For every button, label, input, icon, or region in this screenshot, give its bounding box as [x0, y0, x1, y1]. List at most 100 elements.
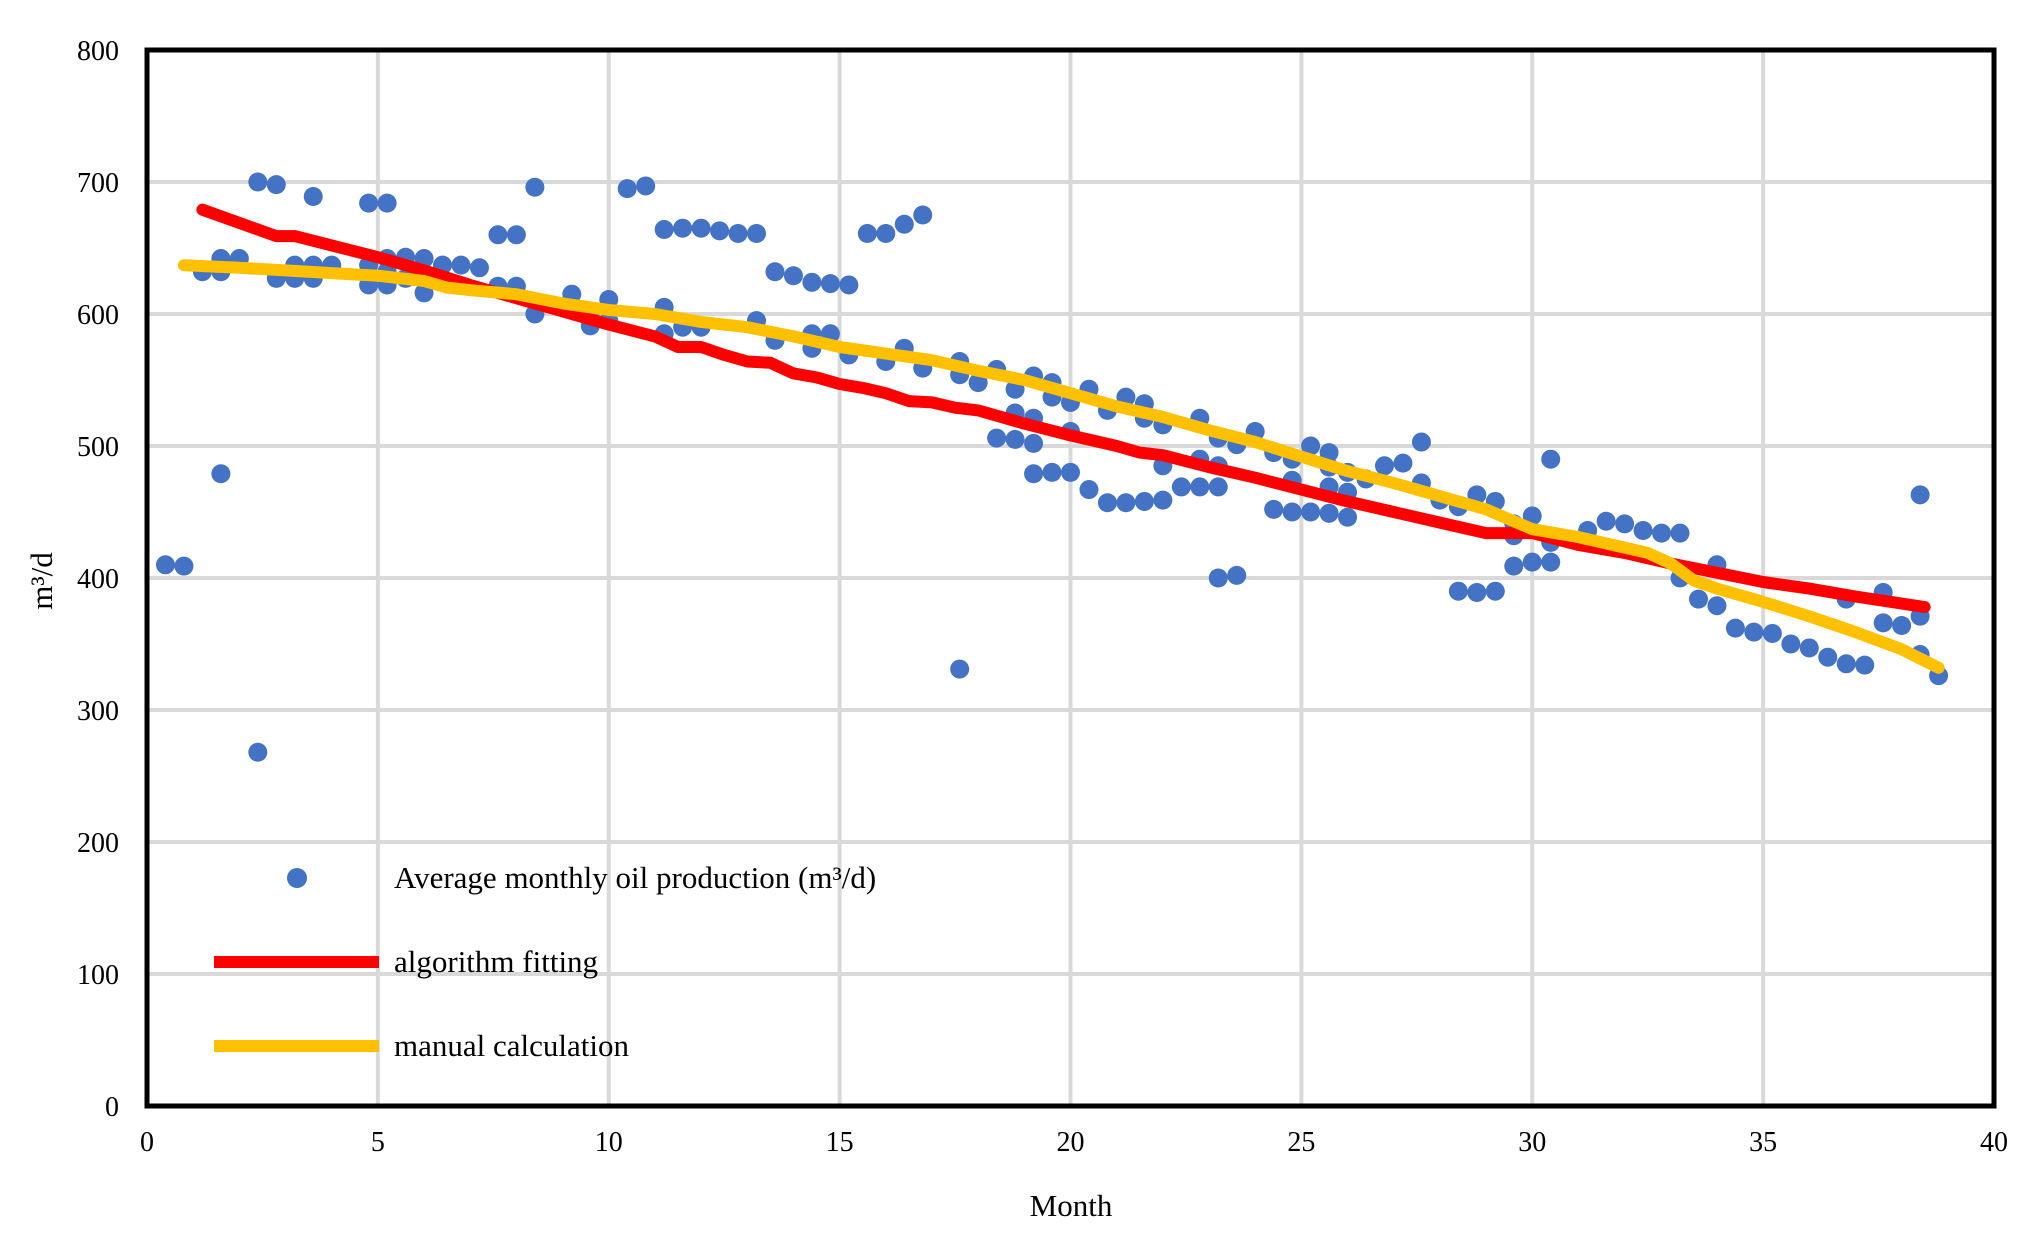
x-tick-label: 25 [1287, 1127, 1315, 1158]
legend-label-manual: manual calculation [394, 1028, 629, 1063]
data-point [1652, 523, 1672, 543]
data-point [1910, 485, 1930, 505]
data-point [950, 659, 970, 679]
data-point [1504, 556, 1524, 576]
data-point [1892, 616, 1912, 636]
x-tick-label: 5 [371, 1127, 385, 1158]
data-point [857, 223, 877, 243]
data-point [1301, 436, 1321, 456]
data-point [654, 220, 674, 240]
y-tick-label: 700 [77, 168, 119, 199]
data-point [728, 223, 748, 243]
data-point [1873, 613, 1893, 633]
data-point [377, 193, 397, 213]
y-tick-label: 600 [77, 300, 119, 331]
data-point [1688, 589, 1708, 609]
y-tick-label: 100 [77, 960, 119, 991]
data-point [1670, 523, 1690, 543]
data-point [820, 274, 840, 294]
data-point [1079, 480, 1099, 500]
data-point [987, 428, 1007, 448]
data-point [1190, 477, 1210, 497]
y-tick-label: 800 [77, 36, 119, 67]
x-tick-label: 35 [1749, 1127, 1777, 1158]
y-tick-label: 0 [105, 1092, 119, 1123]
data-point [1485, 581, 1505, 601]
data-point [525, 177, 545, 197]
data-point [783, 266, 803, 286]
series-layer [155, 172, 1949, 762]
data-point [673, 218, 693, 238]
data-point [303, 187, 323, 207]
data-point [451, 255, 471, 275]
data-point [1836, 654, 1856, 674]
data-point [1264, 499, 1284, 519]
data-point [894, 214, 914, 234]
data-point [1633, 520, 1653, 540]
data-point [1541, 449, 1561, 469]
data-point [617, 179, 637, 199]
data-point [1061, 462, 1080, 482]
data-point [802, 272, 822, 292]
legend-label-algorithm: algorithm fitting [394, 944, 598, 979]
data-point [1134, 491, 1154, 511]
data-point [1338, 507, 1358, 527]
data-point [1855, 655, 1875, 675]
data-point [1208, 568, 1228, 588]
data-point [747, 223, 767, 243]
data-point [1153, 490, 1173, 510]
data-point [1467, 583, 1487, 603]
legend-label-scatter: Average monthly oil production (m³/d) [394, 860, 876, 895]
x-axis-title: Month [1030, 1188, 1113, 1223]
data-point [1005, 429, 1025, 449]
data-point [1393, 453, 1413, 473]
x-tick-label: 30 [1518, 1127, 1546, 1158]
data-point [155, 555, 175, 575]
data-point [1116, 493, 1136, 513]
data-point [1374, 456, 1394, 476]
data-point [1171, 477, 1191, 497]
data-point [1024, 433, 1044, 453]
y-tick-label: 300 [77, 696, 119, 727]
data-point [1208, 477, 1228, 497]
data-point [1319, 443, 1339, 463]
data-point [1097, 493, 1117, 513]
data-point [1042, 462, 1062, 482]
data-point [968, 373, 988, 393]
data-point [913, 205, 933, 225]
data-point [1227, 565, 1247, 585]
x-tick-label: 10 [595, 1127, 623, 1158]
data-point [1301, 502, 1321, 522]
data-point [1596, 511, 1616, 531]
grid-lines [147, 50, 1994, 1106]
data-point [211, 464, 231, 484]
y-tick-label: 500 [77, 432, 119, 463]
data-point [710, 221, 730, 241]
data-point [691, 218, 711, 238]
x-tick-label: 15 [826, 1127, 854, 1158]
tick-labels: 0 5 10 15 20 25 30 35 40010020030040050060070080… [77, 36, 2008, 1158]
data-point [839, 275, 859, 295]
data-point [1448, 581, 1468, 601]
data-point [1707, 596, 1727, 616]
data-point [765, 262, 785, 282]
data-point [1319, 503, 1339, 523]
data-point [1818, 647, 1838, 667]
data-point [1781, 634, 1801, 654]
data-point [174, 556, 194, 576]
data-point [1799, 638, 1819, 658]
data-point [359, 193, 379, 213]
data-point [248, 742, 268, 762]
data-point [1725, 618, 1745, 638]
y-tick-label: 400 [77, 564, 119, 595]
x-tick-label: 20 [1057, 1127, 1085, 1158]
data-point [248, 172, 268, 192]
plot-frame [144, 47, 1997, 1109]
x-tick-label: 0 [140, 1127, 154, 1158]
legend: Average monthly oil production (m³/d) al… [214, 860, 876, 1063]
data-point [1615, 514, 1635, 534]
x-tick-label: 40 [1980, 1127, 2008, 1158]
data-point [1762, 623, 1782, 643]
y-tick-label: 200 [77, 828, 119, 859]
